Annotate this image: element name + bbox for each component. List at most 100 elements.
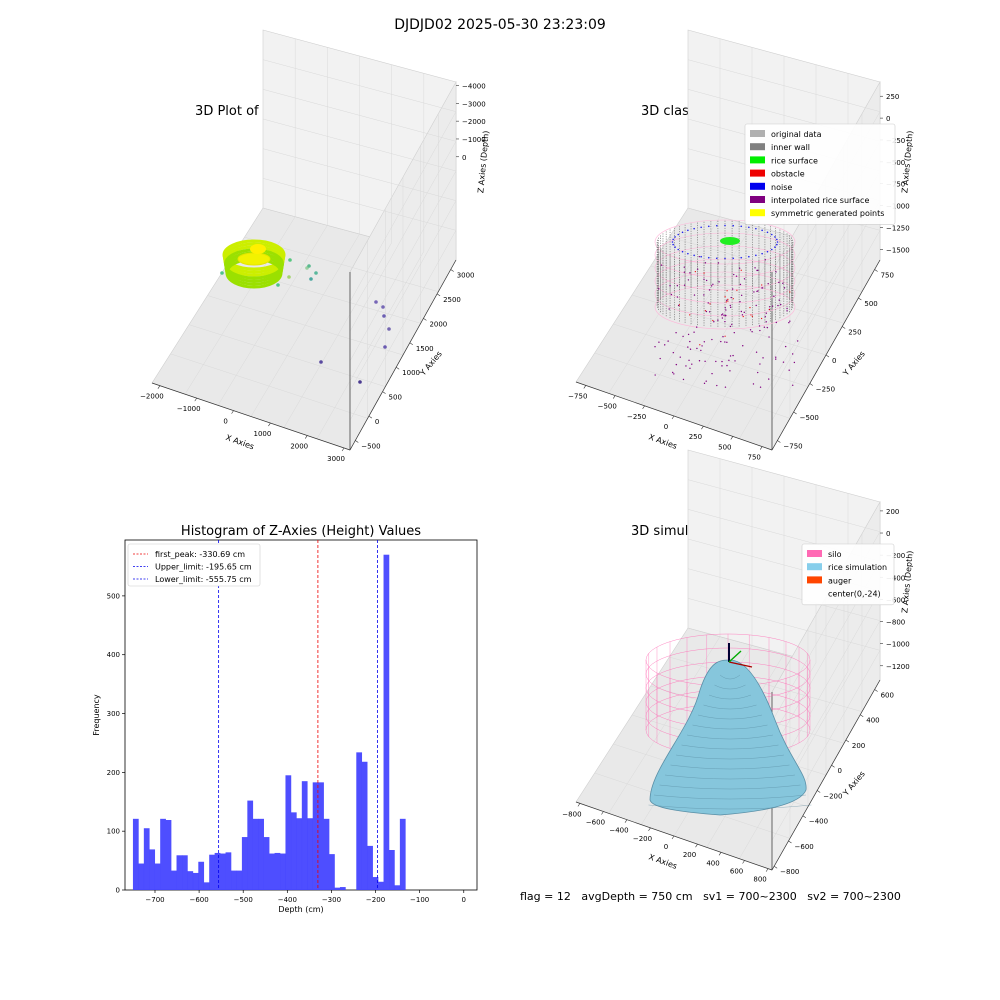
gridline — [669, 656, 863, 712]
interpolated-point — [712, 283, 714, 285]
histogram-bar — [176, 855, 183, 890]
mesh-line — [664, 774, 796, 780]
noise-point — [671, 241, 674, 243]
obstacle-point — [724, 296, 726, 298]
y-tick — [860, 714, 864, 717]
histogram-bar — [220, 853, 226, 890]
mesh-line — [719, 674, 741, 680]
x-tick-label: −400 — [278, 896, 297, 904]
legend-label: silo — [828, 550, 842, 559]
interpolated-point — [687, 333, 690, 336]
interpolated-point — [729, 325, 732, 328]
interpolated-point — [764, 316, 766, 318]
interpolated-point — [703, 294, 705, 296]
mesh-line — [653, 794, 807, 800]
histogram-bar — [165, 820, 172, 890]
interpolated-point — [784, 345, 787, 348]
mesh-line — [681, 744, 779, 750]
sv2-text: sv2 = 700~2300 — [807, 890, 901, 903]
z-tick-label: −4000 — [462, 83, 486, 91]
noise-point — [681, 231, 684, 234]
histogram-bar — [171, 870, 177, 890]
y-axis-line — [349, 259, 457, 451]
x-tick — [671, 835, 675, 840]
interpolated-point — [724, 320, 726, 323]
z-tick-label: 0 — [462, 154, 466, 162]
x-tick — [759, 446, 763, 450]
y-tick — [788, 840, 792, 844]
legend-swatch — [750, 209, 765, 217]
interpolated-point — [725, 309, 727, 311]
interpolated-point — [767, 283, 769, 285]
y-tick-label: 750 — [881, 272, 894, 280]
interpolated-point — [668, 308, 670, 310]
footer-stats: flag = 12 avgDepth = 750 cm sv1 = 700~23… — [520, 890, 908, 903]
x-axis-label: X Axies — [647, 852, 678, 871]
mesh-line — [670, 764, 790, 770]
y-tick-label: 0 — [832, 357, 836, 365]
z-tick-label: −750 — [886, 181, 905, 189]
gridline — [262, 59, 457, 112]
noise-point — [672, 238, 674, 241]
interpolated-point — [740, 294, 743, 297]
obstacle-point — [699, 344, 701, 346]
raw-data-point — [381, 305, 385, 309]
z-tick-label: −1250 — [886, 224, 910, 232]
interpolated-point — [691, 363, 693, 365]
x-tick — [718, 852, 722, 856]
z-tick-label: 250 — [886, 93, 899, 101]
y-tick-label: 0 — [375, 418, 379, 426]
obstacle-point — [761, 284, 763, 286]
interpolated-point — [734, 360, 736, 362]
interpolated-point — [705, 279, 708, 282]
interpolated-point — [670, 293, 673, 296]
histogram-bar — [192, 872, 199, 890]
y-tick-label: 400 — [107, 651, 120, 659]
interpolated-point — [782, 361, 785, 363]
noise-point — [677, 248, 680, 251]
rice-mesh — [648, 674, 812, 810]
interpolated-point — [778, 281, 780, 284]
z-tick-label: −2000 — [462, 118, 486, 126]
y-tick-label: 300 — [107, 710, 120, 718]
noise-point — [674, 236, 676, 238]
noise-point — [732, 224, 735, 227]
histogram-bar — [269, 853, 275, 890]
noise-point — [681, 250, 684, 253]
interpolated-point — [722, 336, 724, 338]
interpolated-point — [675, 363, 678, 366]
histogram-bars — [132, 554, 406, 890]
x-tick — [624, 819, 628, 823]
legend-swatch — [750, 182, 765, 190]
interpolated-point — [761, 287, 763, 289]
interpolated-point — [771, 305, 774, 307]
interpolated-point — [788, 321, 790, 324]
histogram-bar — [280, 853, 286, 890]
z-tick-label: −1200 — [886, 663, 910, 671]
interpolated-point — [713, 321, 715, 323]
interpolated-point — [682, 335, 684, 338]
x-tick-label: −500 — [234, 896, 253, 904]
legend-label: interpolated rice surface — [771, 196, 869, 205]
histogram-bar — [203, 882, 210, 890]
interpolated-point — [762, 357, 764, 359]
interpolated-point — [705, 380, 707, 382]
interpolated-point — [740, 310, 743, 313]
legend-label: center(0,-24) — [828, 590, 881, 599]
x-tick-label: −300 — [322, 896, 341, 904]
histogram-bar — [187, 871, 194, 890]
interpolated-point — [775, 356, 777, 358]
noise-point — [740, 256, 743, 259]
x-tick-label: −1000 — [177, 405, 201, 413]
histogram-bar — [361, 761, 368, 890]
interpolated-point — [783, 287, 786, 289]
x-tick-label: −200 — [633, 835, 652, 843]
legend-label: Lower_limit: -555.75 cm — [155, 575, 252, 584]
interpolated-point — [726, 299, 728, 302]
noise-point — [770, 248, 773, 251]
x-tick-label: −500 — [598, 403, 617, 411]
y-tick-label: −250 — [816, 386, 835, 394]
y-tick-label: −500 — [361, 443, 380, 451]
x-tick-label: −600 — [189, 896, 208, 904]
